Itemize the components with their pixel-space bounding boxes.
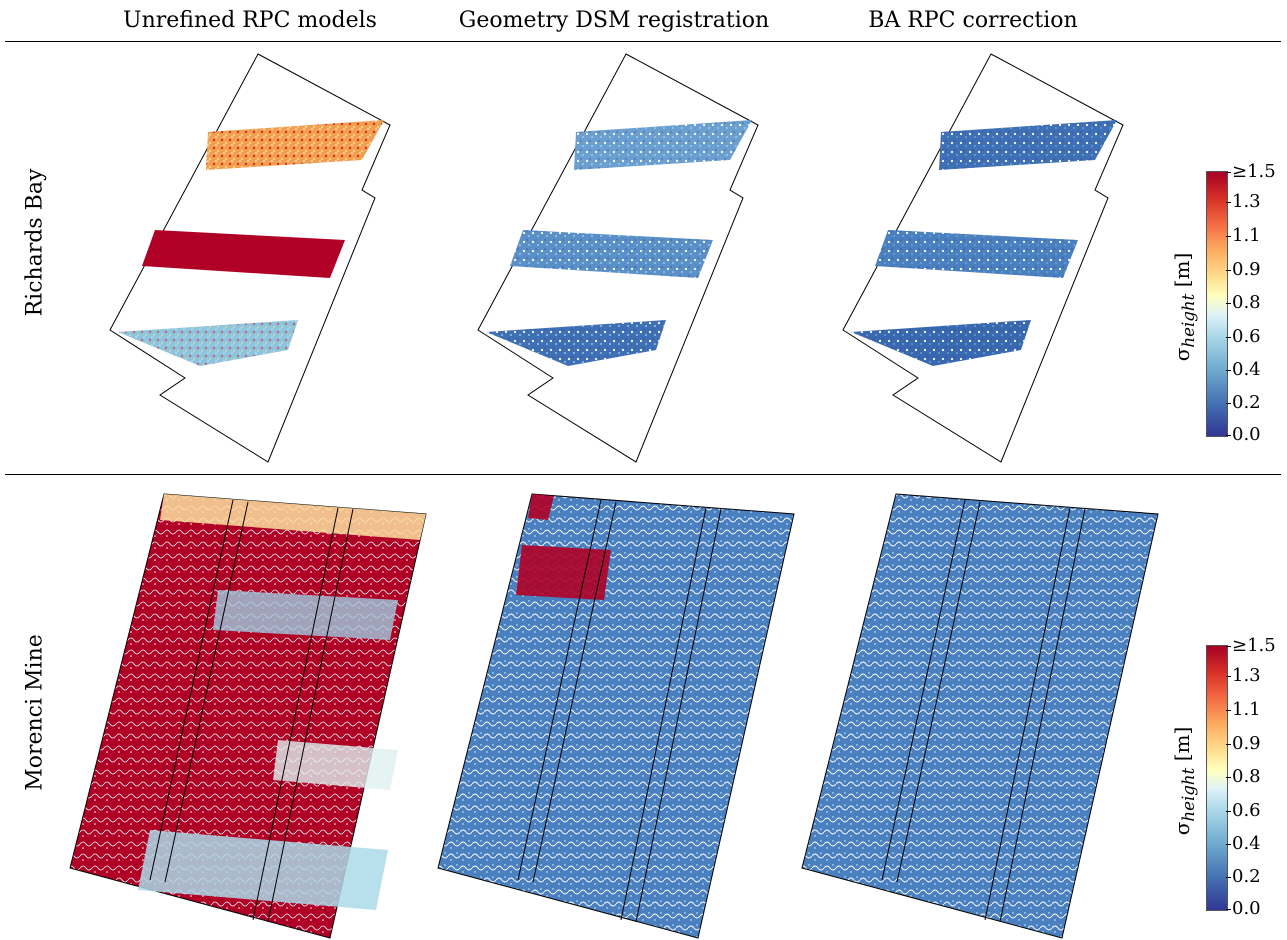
colorbar-bottom-tick: 0.4 xyxy=(1226,833,1261,854)
colorbar-top-tick: 0.8 xyxy=(1226,292,1261,313)
colorbar-top-label: σheight [m] xyxy=(1170,252,1198,362)
colorbar-bottom-tick: 1.3 xyxy=(1226,665,1261,686)
colorbar-bottom-tick: 1.1 xyxy=(1226,699,1261,720)
colorbar-top-tick: 0.9 xyxy=(1226,259,1261,280)
column-title-geometry-dsm: Geometry DSM registration xyxy=(458,8,770,33)
morenci-geometry-panel xyxy=(437,493,795,939)
colorbar-bottom-tick: 0.8 xyxy=(1226,766,1261,787)
colorbar-bottom-tick: ≥1.5 xyxy=(1226,635,1276,656)
colorbar-bottom-tick: 0.2 xyxy=(1226,866,1261,887)
richards-bay-ba-panel xyxy=(842,53,1124,463)
morenci-ba-panel xyxy=(801,493,1159,939)
colorbar-bottom-tick: 0.9 xyxy=(1226,733,1261,754)
colorbar-top-tick: 1.1 xyxy=(1226,225,1261,246)
row-title-richards-bay: Richards Bay xyxy=(22,168,48,317)
column-title-unrefined: Unrefined RPC models xyxy=(123,8,377,33)
column-title-ba-rpc: BA RPC correction xyxy=(868,8,1078,33)
colorbar-top-tick: 0.6 xyxy=(1226,326,1261,347)
morenci-unrefined-panel xyxy=(69,493,427,939)
middle-divider xyxy=(5,474,1281,475)
colorbar-top-tick: 1.3 xyxy=(1226,191,1261,212)
colorbar-bottom-tick: 0.6 xyxy=(1226,800,1261,821)
row-title-morenci-mine: Morenci Mine xyxy=(22,634,48,791)
richards-bay-unrefined-panel xyxy=(109,53,391,463)
colorbar-top-tick: 0.2 xyxy=(1226,392,1261,413)
colorbar-top-tick: ≥1.5 xyxy=(1226,161,1276,182)
colorbar-bottom-label: σheight [m] xyxy=(1170,726,1198,836)
colorbar-bottom xyxy=(1206,645,1228,911)
top-divider xyxy=(5,41,1281,42)
colorbar-top-tick: 0.0 xyxy=(1226,424,1261,445)
richards-bay-geometry-panel xyxy=(477,53,759,463)
colorbar-top-tick: 0.4 xyxy=(1226,359,1261,380)
colorbar-top xyxy=(1206,171,1228,437)
colorbar-bottom-tick: 0.0 xyxy=(1226,898,1261,919)
